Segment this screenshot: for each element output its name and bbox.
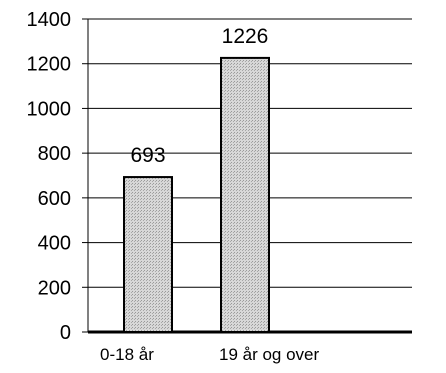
y-tick-label: 1400 <box>27 9 72 31</box>
y-tick-label: 800 <box>38 143 71 165</box>
bar <box>220 56 270 333</box>
y-tick-label: 400 <box>38 233 71 255</box>
y-tick-label: 200 <box>38 277 71 299</box>
bars <box>123 56 270 333</box>
category-label: 0-18 år <box>100 345 154 364</box>
bar <box>123 176 173 333</box>
data-label: 1226 <box>222 25 269 48</box>
labels: 0 200 400 600 800 1000 1200 1400 693 1226 0-18 år 1… <box>27 9 320 364</box>
y-tick-label: 1200 <box>27 54 72 76</box>
y-tick-label: 600 <box>38 188 71 210</box>
data-label: 693 <box>130 144 165 167</box>
category-label: 19 år og over <box>219 345 320 364</box>
y-tick-label: 1000 <box>27 98 72 120</box>
y-tick-label: 0 <box>60 322 71 344</box>
